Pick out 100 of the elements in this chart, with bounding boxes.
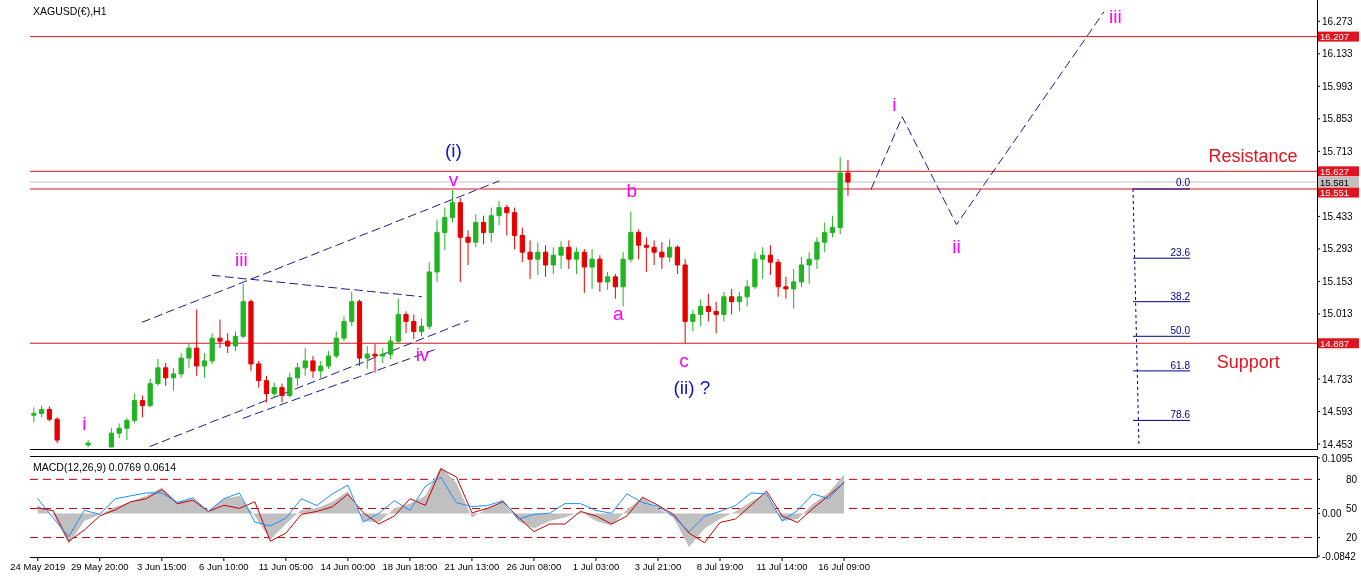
candlestick (465, 229, 471, 266)
y-tick-label: 15.153 (1322, 275, 1354, 287)
candlestick (845, 159, 851, 197)
candlestick (752, 251, 758, 290)
candlestick (426, 261, 432, 330)
candlestick (194, 309, 200, 377)
candlestick (829, 215, 836, 238)
candlestick (39, 404, 45, 418)
annotation: 61.8 (1170, 359, 1191, 371)
candlestick (155, 358, 161, 387)
candlestick (225, 332, 231, 354)
candlestick (387, 335, 394, 360)
candlestick (341, 316, 347, 342)
ref-line-label: 16.207 (1320, 31, 1350, 43)
candlestick (480, 215, 487, 245)
candlestick (674, 244, 681, 275)
x-tick-label: 8 Jul 19:00 (696, 561, 744, 573)
line-series (149, 320, 469, 447)
x-tick-label: 18 Jun 18:00 (382, 561, 438, 573)
candlestick (116, 422, 122, 439)
y-tick-label: 14.453 (1322, 438, 1354, 450)
x-tick-label: 6 Jun 10:00 (199, 561, 249, 573)
y-tick-label: 14.593 (1322, 406, 1354, 418)
candlestick (31, 406, 37, 423)
candlestick (411, 313, 417, 340)
line-series (870, 11, 1105, 226)
candlestick (287, 372, 293, 399)
annotation: 78.6 (1170, 408, 1191, 420)
candlestick (628, 211, 634, 263)
candlestick (760, 246, 766, 280)
candlestick (837, 156, 843, 235)
annotation: (i) (445, 139, 462, 161)
candlestick (364, 345, 370, 370)
ref-line-label: 14.887 (1320, 337, 1350, 349)
candlestick (132, 393, 138, 424)
candlestick (589, 248, 595, 290)
y-tick-label: 15.713 (1322, 145, 1354, 157)
annotation: 38.2 (1170, 290, 1191, 302)
candlestick (558, 240, 564, 270)
candlestick (147, 378, 153, 408)
candlestick (325, 350, 332, 370)
candlestick (85, 439, 91, 448)
annotation: c (679, 349, 689, 371)
candlestick (488, 207, 494, 243)
line-series (242, 348, 438, 419)
candlestick (705, 293, 712, 322)
candlestick (279, 383, 285, 403)
candlestick (496, 200, 502, 226)
candlestick (535, 241, 541, 276)
candlestick (612, 273, 618, 300)
candlestick (457, 197, 463, 283)
y-tick-label: 0.1095 (1322, 452, 1354, 464)
candlestick (442, 207, 448, 251)
candlestick (108, 427, 115, 448)
annotation: ii (952, 235, 961, 257)
candlestick (814, 236, 820, 270)
annotation: iv (415, 343, 430, 365)
candlestick (403, 310, 409, 334)
ref-line-label: 15.581 (1320, 176, 1350, 188)
annotation: iii (234, 248, 248, 270)
candlestick (186, 342, 192, 369)
candlestick (542, 244, 549, 278)
x-tick-label: 14 Jun 00:00 (320, 561, 376, 573)
line-series (211, 274, 423, 298)
candlestick (395, 298, 401, 345)
candlestick (519, 227, 525, 263)
x-tick-label: 11 Jun 05:00 (258, 561, 313, 573)
annotation: a (612, 303, 624, 324)
candlestick (620, 251, 626, 308)
y-tick-label: 15.293 (1322, 243, 1354, 255)
candlestick (310, 355, 316, 379)
x-tick-label: 26 Jun 08:00 (506, 561, 562, 573)
ref-line-label: 15.627 (1320, 165, 1350, 177)
candlestick (729, 288, 735, 315)
candlestick (256, 360, 262, 389)
candlestick (349, 291, 355, 327)
candlestick (635, 228, 642, 260)
chart-title: XAGUSD(€),H1 (33, 5, 107, 17)
x-tick-label: 24 May 2019 (10, 561, 66, 573)
x-tick-label: 1 Jul 03:00 (572, 561, 620, 573)
x-tick-label: 3 Jun 15:00 (136, 561, 187, 573)
candlestick (511, 207, 518, 250)
candlestick (170, 367, 177, 392)
y2-tick-label: 50 (1346, 502, 1358, 514)
y-tick-label: 15.013 (1322, 308, 1354, 320)
candlestick (46, 405, 53, 422)
candlestick (736, 291, 743, 312)
annotation: b (626, 180, 638, 202)
candlestick (690, 309, 696, 332)
candlestick (418, 317, 425, 337)
y-tick-label: 15.853 (1322, 113, 1354, 125)
candlestick (302, 347, 308, 377)
annotation: Support (1216, 352, 1280, 373)
candlestick (643, 236, 649, 273)
candlestick (744, 279, 750, 308)
y-tick-label: 0.00 (1322, 507, 1342, 519)
candlestick (698, 299, 704, 327)
candlestick (783, 276, 789, 300)
candlestick (248, 299, 254, 372)
candlestick (139, 395, 146, 418)
